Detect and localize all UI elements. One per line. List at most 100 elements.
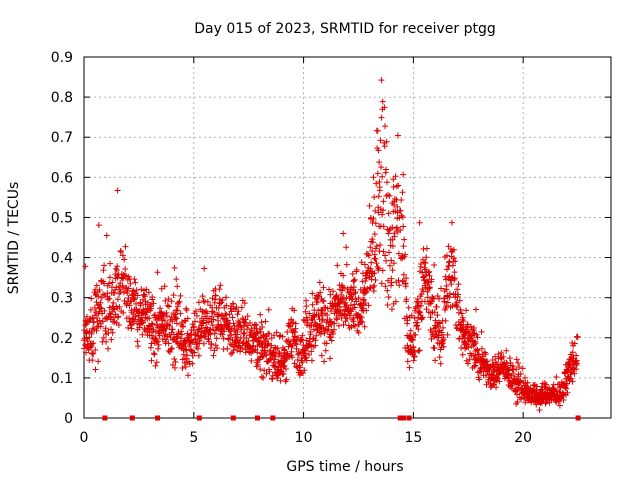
- data-point: [371, 270, 378, 277]
- data-point: [468, 323, 475, 330]
- data-point: [230, 300, 237, 307]
- data-point: [381, 104, 388, 111]
- data-point: [389, 243, 396, 250]
- data-point: [320, 284, 327, 291]
- data-point: [382, 123, 389, 130]
- data-point: [493, 384, 500, 391]
- data-point: [106, 280, 113, 287]
- data-point: [317, 330, 324, 337]
- data-point: [139, 331, 146, 338]
- data-point: [419, 314, 426, 321]
- data-point: [375, 193, 382, 200]
- data-point: [514, 398, 521, 405]
- data-point: [274, 375, 281, 382]
- data-point: [372, 220, 379, 227]
- data-point: [362, 289, 369, 296]
- data-point: [437, 320, 444, 327]
- data-point: [352, 295, 359, 302]
- data-point: [323, 340, 330, 347]
- zero-value-marker: [270, 415, 276, 421]
- data-point: [162, 318, 169, 325]
- data-point: [370, 215, 377, 222]
- data-point: [340, 230, 347, 237]
- data-point: [92, 366, 99, 373]
- data-point: [328, 308, 335, 315]
- data-point: [258, 373, 265, 380]
- data-point: [311, 319, 318, 326]
- data-point: [163, 336, 170, 343]
- data-point: [410, 344, 417, 351]
- data-point: [397, 207, 404, 214]
- data-point: [375, 209, 382, 216]
- data-point: [440, 324, 447, 331]
- data-point: [370, 288, 377, 295]
- data-point: [436, 295, 443, 302]
- data-point: [395, 277, 402, 284]
- data-point: [161, 283, 168, 290]
- x-tick-label: 0: [80, 430, 89, 446]
- data-point: [372, 277, 379, 284]
- data-point: [448, 219, 455, 226]
- data-point: [212, 342, 219, 349]
- data-point: [474, 347, 481, 354]
- data-point: [566, 375, 573, 382]
- data-point: [343, 261, 350, 268]
- data-point: [352, 322, 359, 329]
- zero-value-marker: [406, 415, 412, 421]
- data-point: [210, 316, 217, 323]
- data-point: [386, 192, 393, 199]
- data-point: [188, 337, 195, 344]
- data-point: [241, 329, 248, 336]
- data-point: [137, 302, 144, 309]
- data-point: [403, 313, 410, 320]
- data-point: [82, 329, 89, 336]
- data-point: [385, 230, 392, 237]
- data-point: [268, 342, 275, 349]
- data-point: [274, 345, 281, 352]
- data-point: [459, 335, 466, 342]
- data-point: [385, 277, 392, 284]
- data-point: [516, 364, 523, 371]
- data-point: [432, 357, 439, 364]
- data-point: [358, 302, 365, 309]
- data-point: [103, 338, 110, 345]
- data-point: [131, 295, 138, 302]
- data-point: [177, 310, 184, 317]
- data-point: [264, 341, 271, 348]
- data-point: [446, 273, 453, 280]
- data-point: [543, 381, 550, 388]
- data-point: [272, 353, 279, 360]
- data-point: [455, 281, 462, 288]
- data-point: [244, 326, 251, 333]
- data-point: [106, 304, 113, 311]
- data-point: [109, 329, 116, 336]
- data-point: [392, 173, 399, 180]
- data-point: [361, 323, 368, 330]
- data-point: [378, 164, 385, 171]
- data-point: [451, 275, 458, 282]
- data-point: [95, 222, 102, 229]
- data-point: [355, 295, 362, 302]
- data-point: [258, 319, 265, 326]
- data-point: [303, 337, 310, 344]
- data-point: [260, 374, 267, 381]
- data-point: [168, 298, 175, 305]
- data-point: [359, 296, 366, 303]
- data-point: [164, 302, 171, 309]
- data-point: [514, 391, 521, 398]
- data-point: [217, 282, 224, 289]
- data-point: [265, 306, 272, 313]
- data-point: [382, 252, 389, 259]
- data-point: [313, 332, 320, 339]
- data-point: [380, 207, 387, 214]
- data-point: [340, 272, 347, 279]
- data-point: [375, 147, 382, 154]
- data-point: [574, 333, 581, 340]
- data-point: [465, 360, 472, 367]
- data-point: [133, 307, 140, 314]
- data-point: [192, 335, 199, 342]
- data-point: [189, 352, 196, 359]
- plot-frame: [83, 56, 612, 419]
- data-point: [398, 212, 405, 219]
- data-point: [131, 276, 138, 283]
